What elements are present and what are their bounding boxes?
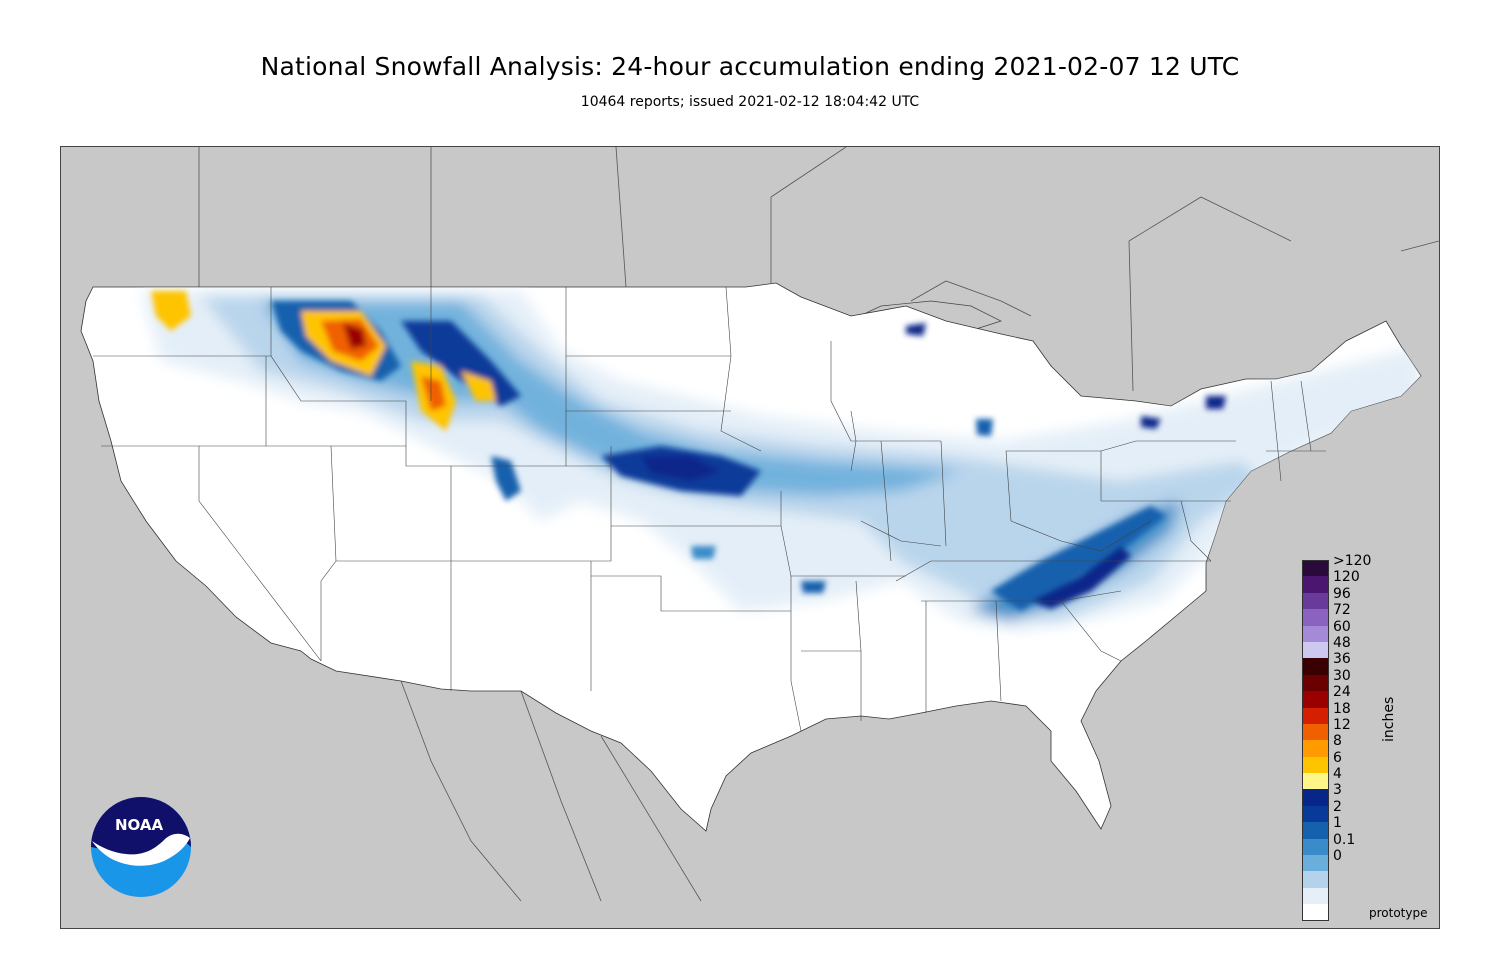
legend-swatch — [1302, 904, 1329, 921]
neighbor-boundaries — [198, 147, 1439, 902]
legend-swatch — [1302, 609, 1329, 626]
legend-row: 18 — [1302, 702, 1422, 724]
legend-row: 120 — [1302, 570, 1422, 593]
legend-label: 8 — [1333, 733, 1342, 750]
legend-row: 72 — [1302, 603, 1422, 626]
legend-swatch — [1302, 740, 1329, 757]
map-subtitle: 10464 reports; issued 2021-02-12 18:04:4… — [580, 94, 920, 110]
legend-row: 2 — [1302, 800, 1422, 823]
snow-6-kansas — [641, 456, 721, 481]
snow-3-arkansas — [801, 581, 826, 593]
snow-8-montana — [461, 371, 496, 401]
legend-row: 12 — [1302, 718, 1422, 741]
legend-swatch — [1302, 773, 1329, 790]
snow-6-erie — [1141, 416, 1161, 429]
legend-label: 24 — [1333, 684, 1351, 701]
snow-6-superior — [906, 323, 926, 336]
noaa-logo-gull — [92, 833, 190, 866]
map-canvas — [61, 147, 1439, 928]
snow-6-appalachia — [1031, 546, 1131, 609]
legend-swatch — [1302, 756, 1329, 774]
map-title: National Snowfall Analysis: 24-hour accu… — [260, 52, 1240, 81]
legend-row: 0 — [1302, 849, 1422, 872]
legend-row — [1302, 871, 1422, 888]
legend-row: 48 — [1302, 636, 1422, 659]
legend-label: 2 — [1333, 798, 1342, 815]
legend-label: 72 — [1333, 602, 1351, 619]
legend-label: 12 — [1333, 716, 1351, 733]
legend-row: >120 — [1302, 554, 1422, 577]
legend-label: 18 — [1333, 700, 1351, 717]
legend-label: >120 — [1333, 553, 1372, 569]
noaa-logo-text: NOAA — [115, 816, 164, 834]
legend-swatch — [1302, 707, 1329, 724]
legend-row: 8 — [1302, 734, 1422, 757]
snow-2-oklahoma — [691, 546, 716, 559]
legend: >120 120 96 72 60 48 36 30 24 18 12 8 6 … — [1302, 554, 1422, 921]
legend-row — [1302, 887, 1422, 905]
legend-label: 60 — [1333, 618, 1351, 635]
legend-row: 60 — [1302, 620, 1422, 642]
snow-24-idaho — [343, 323, 366, 349]
legend-label: 30 — [1333, 667, 1351, 684]
legend-row: 1 — [1302, 816, 1422, 839]
legend-swatch — [1302, 674, 1329, 692]
legend-swatch — [1302, 887, 1329, 905]
legend-swatch — [1302, 871, 1329, 888]
prototype-note: prototype — [1369, 906, 1428, 920]
legend-swatch — [1302, 641, 1329, 659]
legend-swatch — [1302, 805, 1329, 823]
legend-label: 120 — [1333, 569, 1360, 586]
legend-row: 6 — [1302, 751, 1422, 774]
legend-label: 48 — [1333, 634, 1351, 651]
snowfall-map — [60, 146, 1440, 929]
legend-label: 6 — [1333, 749, 1342, 766]
snow-3-colorado — [491, 456, 521, 501]
legend-label: 4 — [1333, 766, 1342, 783]
legend-swatch — [1302, 691, 1329, 708]
legend-swatch — [1302, 855, 1329, 872]
legend-swatch — [1302, 560, 1329, 577]
legend-row: 96 — [1302, 587, 1422, 610]
legend-label: 36 — [1333, 651, 1351, 668]
legend-swatch — [1302, 723, 1329, 741]
noaa-logo: NOAA — [91, 797, 191, 897]
legend-swatch — [1302, 789, 1329, 806]
snow-3-appalachia — [991, 506, 1166, 611]
snow-3-michigan — [976, 419, 993, 436]
legend-row: 24 — [1302, 685, 1422, 708]
legend-row — [1302, 904, 1422, 921]
legend-row: 4 — [1302, 767, 1422, 790]
legend-row: 30 — [1302, 669, 1422, 692]
snow-8-cascades — [151, 291, 191, 331]
snow-6-ontario — [1206, 396, 1226, 409]
legend-label: 0.1 — [1333, 831, 1356, 848]
legend-label: 96 — [1333, 585, 1351, 602]
legend-units-label: inches — [1381, 696, 1397, 742]
legend-row: 36 — [1302, 652, 1422, 675]
legend-label: 1 — [1333, 815, 1342, 832]
snow-12-wyoming — [421, 376, 446, 411]
legend-swatch — [1302, 838, 1329, 856]
state-boundaries — [93, 286, 1326, 732]
legend-swatch — [1302, 592, 1329, 610]
legend-label: 0 — [1333, 848, 1342, 865]
legend-swatch — [1302, 625, 1329, 642]
legend-swatch — [1302, 658, 1329, 675]
legend-row: 0.1 — [1302, 833, 1422, 856]
legend-row: 3 — [1302, 783, 1422, 806]
legend-swatch — [1302, 576, 1329, 593]
noaa-logo-top — [91, 797, 191, 856]
snowfall-layers — [141, 291, 1421, 631]
legend-swatch — [1302, 822, 1329, 839]
legend-label: 3 — [1333, 782, 1342, 799]
